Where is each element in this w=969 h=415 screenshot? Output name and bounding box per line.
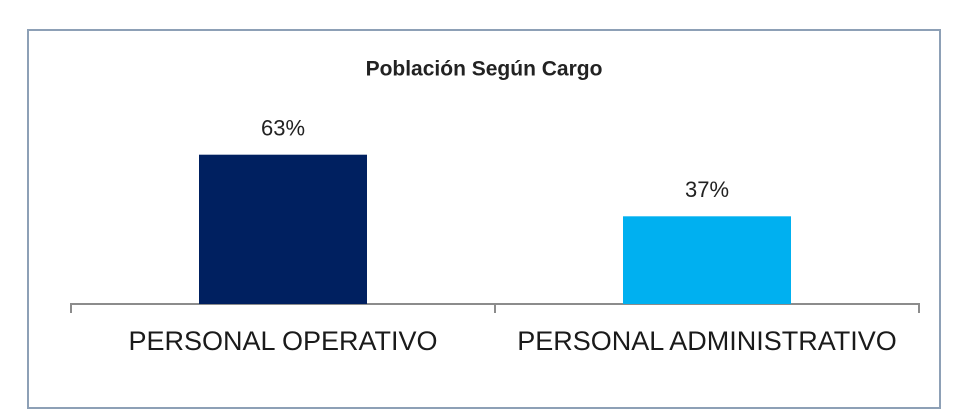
- bar: [199, 154, 367, 304]
- bar: [623, 216, 791, 304]
- x-tick-label: PERSONAL OPERATIVO: [128, 326, 438, 356]
- data-label: 37%: [685, 177, 729, 202]
- chart-title: Población Según Cargo: [366, 58, 603, 81]
- data-label: 63%: [261, 116, 305, 141]
- x-tick-label: PERSONAL ADMINISTRATIVO: [517, 326, 897, 356]
